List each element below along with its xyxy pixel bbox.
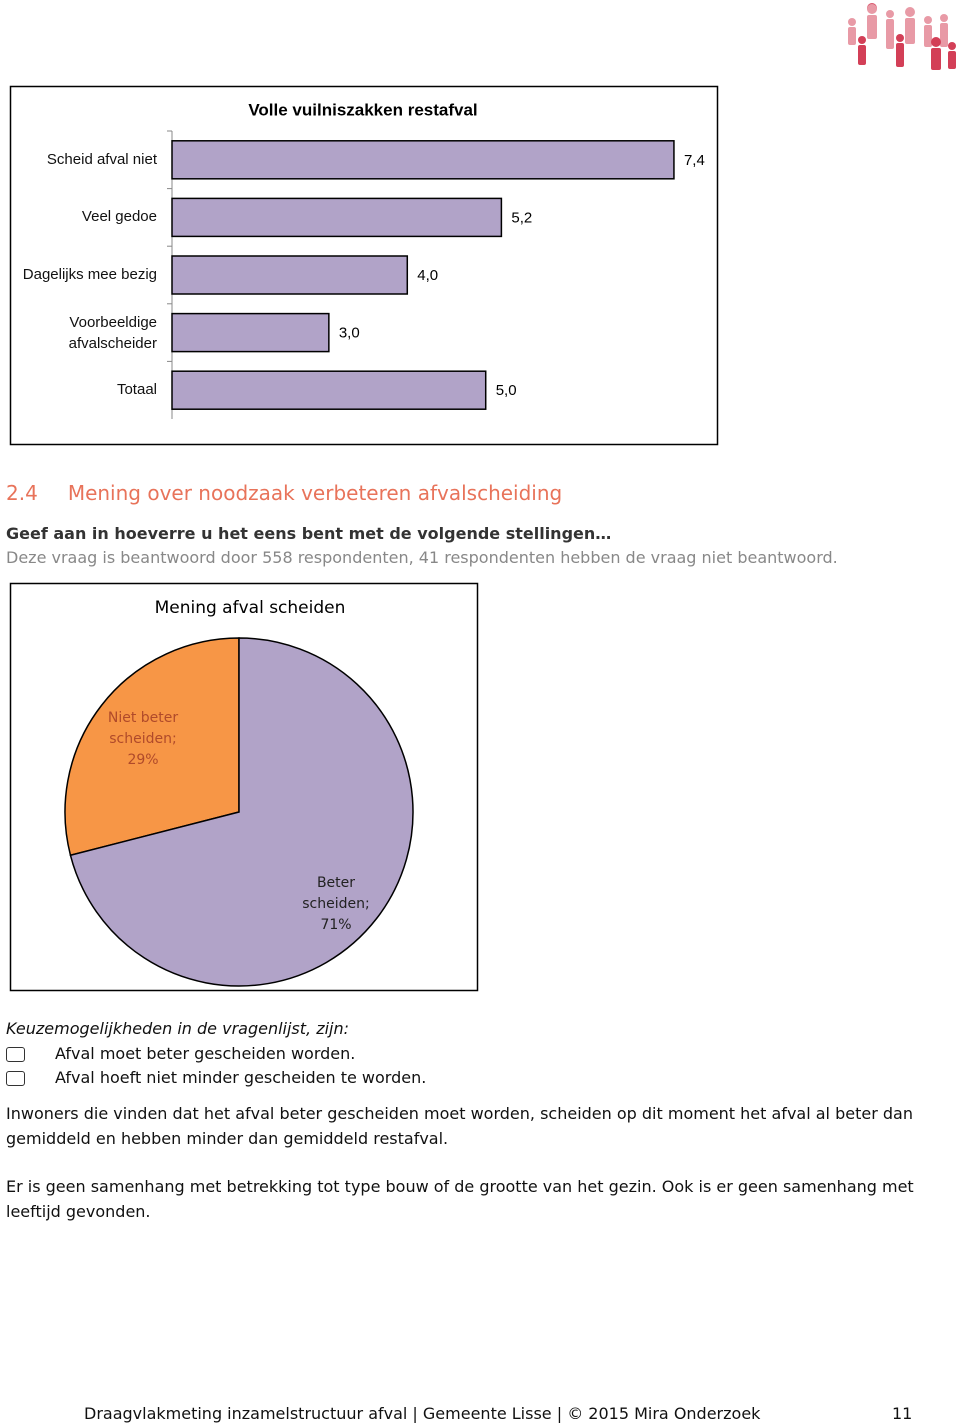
paragraph: Inwoners die vinden dat het afval beter … — [6, 1104, 913, 1148]
bar — [171, 255, 409, 295]
bar — [171, 140, 675, 180]
choice-text: Afval hoeft niet minder gescheiden te wo… — [55, 1068, 427, 1087]
bar — [171, 312, 330, 353]
category-label: Voorbeeldige afvalscheider — [68, 313, 157, 352]
note: Deze vraag is beantwoord door 558 respon… — [6, 548, 838, 567]
bar — [171, 370, 487, 410]
category-label: Dagelijks mee bezig — [22, 266, 157, 283]
value-label: 5,2 — [511, 209, 532, 226]
slice-label: Beter scheiden; 71% — [302, 875, 370, 933]
chart-title: Mening afval scheiden — [155, 598, 346, 618]
footer-text: Draagvlakmeting inzamelstructuur afval |… — [84, 1404, 761, 1423]
value-label: 7,4 — [684, 152, 705, 169]
bar — [171, 197, 503, 238]
checkbox — [6, 1046, 25, 1062]
choice-item: Afval hoeft niet minder gescheiden te wo… — [6, 1066, 936, 1091]
section-number: 2.4 — [6, 481, 38, 505]
pie-slice — [64, 637, 240, 857]
slice-label: Niet beter scheiden; 29% — [107, 710, 179, 768]
page-number: 11 — [892, 1404, 913, 1423]
category-label: Scheid afval niet — [46, 150, 157, 168]
section-title: Mening over noodzaak verbeteren afvalsch… — [67, 481, 563, 505]
choice-text: Afval moet beter gescheiden worden. — [55, 1043, 356, 1063]
pie-slice — [69, 637, 414, 987]
choice-item: Afval moet beter gescheiden worden. — [6, 1042, 936, 1067]
bar-chart: Volle vuilniszakken restafval 7,4 5,2 4,0 3… — [9, 85, 719, 446]
choices: Keuzemogelijkheden in de vragenlijst, zi… — [6, 1017, 936, 1091]
pie-chart: Mening afval scheiden — [9, 582, 479, 992]
paragraph: Er is geen samenhang met betrekking tot … — [6, 1177, 914, 1221]
value-label: 4,0 — [417, 267, 438, 284]
value-label: 3,0 — [339, 325, 360, 342]
value-label: 5,0 — [496, 382, 517, 399]
question: Geef aan in hoeverre u het eens bent met… — [6, 524, 612, 543]
category-label: Totaal — [116, 381, 157, 399]
choices-intro: Keuzemogelijkheden in de vragenlijst, zi… — [6, 1019, 350, 1038]
chart-title: Volle vuilniszakken restafval — [248, 100, 477, 119]
checkbox — [6, 1071, 25, 1086]
logo — [848, 3, 956, 70]
category-label: Veel gedoe — [81, 208, 157, 226]
section-heading: 2.4 Mening over noodzaak verbeteren afval… — [6, 481, 562, 505]
